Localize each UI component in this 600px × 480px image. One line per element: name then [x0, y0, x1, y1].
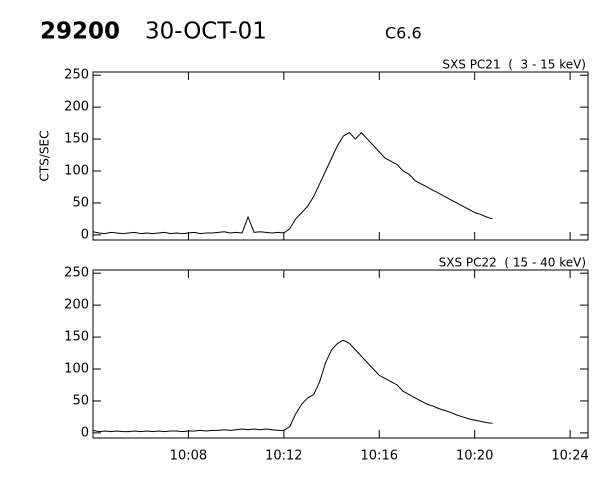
y-tick-label: 150	[64, 132, 89, 147]
y-tick-label: 100	[64, 362, 89, 377]
y-tick-label: 250	[64, 266, 89, 281]
y-tick-label: 250	[64, 68, 89, 83]
y-tick-label: 50	[72, 393, 89, 408]
y-tick-label: 150	[64, 330, 89, 345]
x-tick-label: 10:08	[170, 449, 207, 464]
x-tick-label: 10:12	[265, 449, 302, 464]
panel-title: SXS PC21 ( 3 - 15 keV)	[442, 58, 586, 72]
data-line	[92, 131, 493, 235]
plot-frame	[92, 71, 589, 241]
panel-title: SXS PC22 ( 15 - 40 keV)	[439, 256, 586, 270]
y-tick-label: 200	[64, 100, 89, 115]
y-tick-label: 200	[64, 298, 89, 313]
event-date: 30-OCT-01	[145, 19, 267, 45]
y-tick-label: 50	[72, 195, 89, 210]
y-tick-label: 0	[81, 227, 89, 242]
y-tick-label: 100	[64, 164, 89, 179]
plot-frame	[92, 269, 589, 439]
y-tick-label: 0	[81, 425, 89, 440]
event-id: 29200	[40, 19, 120, 45]
y-axis-label: CTS/SEC	[38, 131, 52, 182]
flare-class: C6.6	[385, 24, 422, 43]
x-tick-label: 10:20	[456, 449, 493, 464]
x-tick-label: 10:16	[361, 449, 398, 464]
x-tick-label: 10:24	[551, 449, 588, 464]
data-line	[92, 339, 493, 433]
